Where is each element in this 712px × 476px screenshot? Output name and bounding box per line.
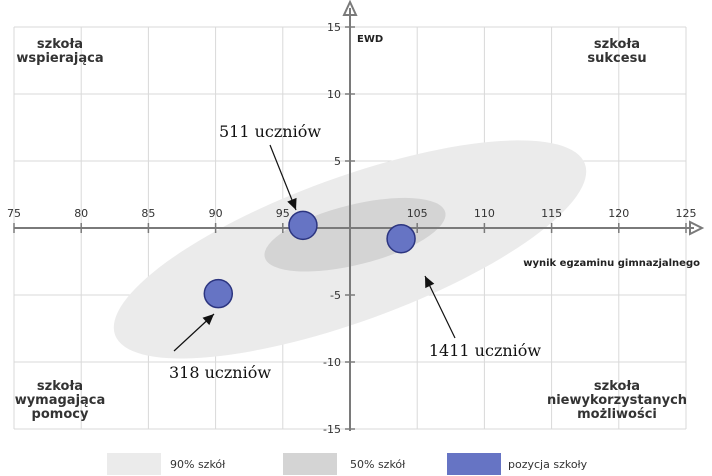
school-point — [386, 223, 416, 254]
annotation-arrowhead — [425, 276, 435, 289]
annotation-arrowhead — [202, 314, 214, 326]
legend-swatch — [447, 453, 501, 475]
quadrant-label-line: szkoła — [37, 379, 83, 394]
quadrant-label-line: pomocy — [32, 407, 89, 422]
x-axis-title: wynik egzaminu gimnazjalnego — [523, 258, 700, 269]
y-tick-label: -15 — [323, 423, 341, 436]
x-tick-label: 125 — [676, 207, 697, 220]
legend-label: pozycja szkoły — [508, 458, 588, 471]
annotation-arrowhead — [287, 197, 297, 210]
legend-swatch — [283, 453, 337, 475]
x-tick-label: 85 — [141, 207, 155, 220]
legend-label: 90% szkół — [170, 458, 226, 471]
annotation-arrow — [424, 275, 456, 339]
school-point — [203, 278, 234, 309]
y-axis-title: EWD — [357, 34, 383, 45]
x-tick-label: 110 — [474, 207, 495, 220]
x-tick-label: 75 — [7, 207, 21, 220]
quadrant-label-line: sukcesu — [587, 51, 646, 66]
x-tick-label: 95 — [276, 207, 290, 220]
x-tick-label: 80 — [74, 207, 88, 220]
quadrant-label-line: szkoła — [594, 379, 640, 394]
school-point — [288, 210, 318, 241]
axes — [14, 0, 705, 431]
quadrant-label-line: szkoła — [37, 37, 83, 52]
quadrant-label-line: możliwości — [577, 407, 657, 422]
x-axis-arrow — [689, 220, 705, 236]
annotation-arrow — [269, 144, 297, 211]
y-axis-arrow — [342, 0, 358, 16]
quadrant-label-top-right: szkoła sukcesu — [587, 37, 646, 66]
legend-swatch — [107, 453, 161, 475]
region-50-percent — [264, 197, 446, 272]
y-tick-label: -10 — [323, 356, 341, 369]
annotation-label: 1411 uczniów — [429, 341, 542, 360]
quadrant-label-top-left: szkoła wspierająca — [16, 37, 103, 66]
x-tick-label: 120 — [608, 207, 629, 220]
legend-label: 50% szkół — [350, 458, 406, 471]
y-tick-label: 10 — [327, 88, 341, 101]
quadrant-label-bottom-left: szkoła wymagająca pomocy — [15, 379, 106, 422]
quadrant-label-line: niewykorzystanych — [547, 393, 687, 408]
quadrant-label-line: wspierająca — [16, 51, 103, 66]
annotation-label: 318 uczniów — [169, 363, 271, 382]
y-tick-label: 15 — [327, 21, 341, 34]
y-tick-label: -5 — [330, 289, 341, 302]
x-tick-label: 115 — [541, 207, 562, 220]
annotation-label: 511 uczniów — [219, 122, 321, 141]
x-tick-label: 105 — [407, 207, 428, 220]
quadrant-label-line: szkoła — [594, 37, 640, 52]
quadrant-label-bottom-right: szkoła niewykorzystanych możliwości — [547, 379, 687, 422]
y-tick-label: 5 — [334, 155, 341, 168]
quadrant-label-line: wymagająca — [15, 393, 106, 408]
x-tick-label: 90 — [209, 207, 223, 220]
